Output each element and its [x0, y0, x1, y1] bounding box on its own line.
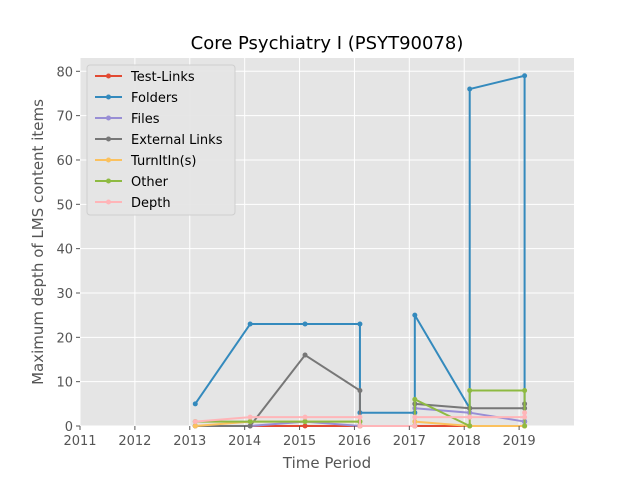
legend-label: Files — [131, 112, 160, 127]
data-point-other — [522, 423, 528, 429]
data-point-depth — [522, 414, 528, 420]
y-tick-label: 30 — [56, 287, 73, 302]
data-point-depth — [357, 414, 363, 420]
data-point-external-links — [302, 352, 308, 358]
data-point-other — [467, 388, 473, 394]
legend-item-folders: Folders — [95, 91, 178, 106]
x-tick-label: 2019 — [503, 434, 536, 449]
legend-item-turnitin-s: TurnItIn(s) — [95, 154, 196, 169]
y-tick-label: 80 — [56, 65, 73, 80]
data-point-folders — [247, 321, 253, 327]
x-tick-label: 2017 — [393, 434, 426, 449]
legend-marker — [106, 73, 111, 79]
legend-marker — [106, 157, 111, 163]
data-point-test-links — [302, 423, 308, 429]
y-tick-label: 10 — [56, 376, 73, 391]
data-point-folders — [412, 312, 418, 318]
series-depth — [192, 410, 528, 429]
data-point-other — [412, 396, 418, 402]
x-axis-title: Time Period — [282, 454, 371, 472]
legend-label: TurnItIn(s) — [130, 154, 196, 169]
x-tick-label: 2016 — [338, 434, 371, 449]
y-axis: 0 10 20 30 40 50 60 70 80 — [56, 65, 80, 435]
y-tick-label: 50 — [56, 198, 73, 213]
legend-marker — [106, 136, 111, 142]
legend: Test-Links Folders Files External Links Turn… — [86, 64, 236, 216]
data-point-depth — [467, 414, 473, 420]
legend-marker — [106, 115, 111, 121]
y-axis-title: Maximum depth of LMS content items — [29, 99, 47, 385]
x-tick-label: 2013 — [173, 434, 206, 449]
data-point-folders — [522, 73, 528, 79]
data-point-other — [247, 419, 253, 425]
legend-label: Depth — [131, 196, 171, 211]
x-axis: 2011 2012 2013 2014 2015 2016 2017 2018 2019 — [63, 426, 536, 449]
data-point-folders — [467, 86, 473, 92]
data-point-external-links — [357, 388, 363, 394]
data-point-depth — [412, 423, 418, 429]
data-point-depth — [412, 414, 418, 420]
y-tick-label: 60 — [56, 154, 73, 169]
x-tick-label: 2018 — [448, 434, 481, 449]
legend-item-external-links: External Links — [95, 133, 223, 148]
y-tick-label: 70 — [56, 110, 73, 125]
y-tick-label: 0 — [65, 420, 73, 435]
legend-marker — [106, 94, 111, 100]
data-point-depth — [522, 410, 528, 416]
x-tick-label: 2015 — [283, 434, 316, 449]
x-tick-label: 2011 — [63, 434, 96, 449]
series-layer — [192, 73, 528, 429]
data-point-other — [302, 419, 308, 425]
legend-marker — [106, 199, 111, 205]
legend-label: External Links — [131, 133, 223, 148]
legend-item-other: Other — [95, 175, 169, 190]
legend-label: Test-Links — [130, 70, 195, 85]
chart-title: Core Psychiatry I (PSYT90078) — [191, 33, 464, 54]
data-point-folders — [192, 401, 198, 407]
data-point-other — [522, 388, 528, 394]
data-point-turnitin-s — [192, 423, 198, 429]
data-point-folders — [302, 321, 308, 327]
legend-box — [86, 64, 236, 216]
data-point-external-links — [247, 423, 253, 429]
data-point-depth — [302, 414, 308, 420]
data-point-folders — [357, 321, 363, 327]
legend-item-depth: Depth — [95, 196, 171, 211]
series-line-depth — [195, 412, 526, 427]
data-point-other — [467, 423, 473, 429]
x-tick-label: 2014 — [228, 434, 261, 449]
y-tick-label: 40 — [56, 243, 73, 258]
data-point-depth — [247, 414, 253, 420]
legend-label: Other — [131, 175, 169, 190]
data-point-depth — [357, 423, 363, 429]
legend-item-test-links: Test-Links — [95, 70, 195, 85]
legend-item-files: Files — [95, 112, 160, 127]
y-tick-label: 20 — [56, 331, 73, 346]
legend-label: Folders — [131, 91, 178, 106]
data-point-depth — [192, 419, 198, 425]
x-tick-label: 2012 — [118, 434, 151, 449]
legend-marker — [106, 178, 111, 184]
